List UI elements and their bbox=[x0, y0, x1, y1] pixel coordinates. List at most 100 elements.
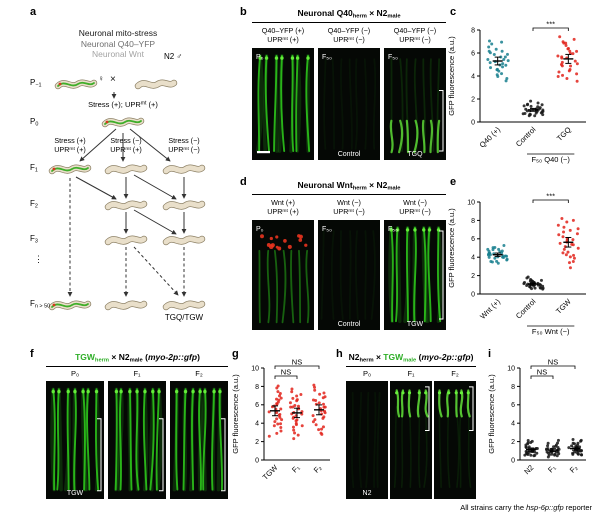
panel-f-col-p0: P₀ bbox=[70, 369, 80, 378]
svg-text:F₅₀: F₅₀ bbox=[322, 54, 332, 61]
svg-text:F₂: F₂ bbox=[312, 463, 324, 475]
gen-label-f2: F2 bbox=[30, 199, 38, 210]
panel-d-title-rule bbox=[252, 194, 446, 195]
micrograph-d-control: F₅₀ Control bbox=[318, 220, 380, 330]
svg-text:8: 8 bbox=[471, 27, 475, 34]
micrograph-h-n2: N2 bbox=[346, 381, 388, 499]
micrograph-f-f1 bbox=[108, 381, 166, 499]
svg-text:4: 4 bbox=[471, 73, 475, 80]
d-col3-line1: Wnt (−) bbox=[403, 198, 427, 207]
b-col1-line2: UPRmt (+) bbox=[267, 35, 299, 45]
svg-text:***: *** bbox=[546, 20, 555, 29]
svg-text:2: 2 bbox=[511, 439, 515, 446]
svg-text:P₀: P₀ bbox=[256, 226, 264, 233]
micrograph-b-p0: P₀ bbox=[252, 48, 314, 160]
svg-text:F₁: F₁ bbox=[546, 463, 558, 475]
panel-d-title: Neuronal Wntherm × N2male bbox=[297, 180, 401, 192]
svg-text:TGQ: TGQ bbox=[555, 125, 573, 143]
svg-text:F₂: F₂ bbox=[568, 463, 580, 475]
panel-letter-h: h bbox=[336, 348, 343, 360]
svg-text:Control: Control bbox=[514, 125, 538, 149]
svg-text:6: 6 bbox=[511, 402, 515, 409]
svg-text:0: 0 bbox=[255, 457, 259, 464]
d-col2-line2: UPRmt (−) bbox=[333, 207, 365, 217]
svg-text:0: 0 bbox=[511, 457, 515, 464]
svg-text:8: 8 bbox=[255, 384, 259, 391]
panel-letter-i: i bbox=[488, 348, 492, 360]
svg-text:4: 4 bbox=[255, 421, 259, 428]
worm-cross-diagram-art bbox=[48, 79, 206, 311]
svg-text:8: 8 bbox=[511, 384, 515, 391]
micrograph-h-f1 bbox=[390, 381, 432, 499]
panel-d-col-header-2: Wnt (−) UPRmt (−) bbox=[318, 198, 380, 216]
panel-b-col-header-3: Q40–YFP (−) UPRmt (−) bbox=[384, 26, 446, 44]
panel-f-col-f1: F₁ bbox=[133, 369, 141, 378]
svg-text:10: 10 bbox=[251, 365, 259, 372]
micrograph-f-p0: TGW bbox=[46, 381, 104, 499]
panel-b-col-header-2: Q40–YFP (−) UPRmt (−) bbox=[318, 26, 380, 44]
panel-h-col-f1: F₁ bbox=[407, 369, 415, 378]
gen-label-f3: F3 bbox=[30, 234, 38, 245]
svg-text:N2: N2 bbox=[363, 490, 372, 497]
tgq-tgw-label: TGQ/TGW bbox=[164, 313, 204, 322]
svg-text:N2: N2 bbox=[522, 463, 535, 476]
svg-text:8: 8 bbox=[471, 218, 475, 225]
panel-letter-e: e bbox=[450, 176, 457, 188]
panel-a-cross-scheme: Neuronal mito-stress Neuronal Q40–YFP Ne… bbox=[28, 8, 233, 343]
stress-col-3-line1: Stress (−) bbox=[168, 136, 200, 145]
gen-label-ellipsis: ⋮ bbox=[34, 254, 43, 264]
figure-caption-note: All strains carry the hsp-6p::gfp report… bbox=[460, 503, 592, 512]
gen-label-fn50: Fn > 50 bbox=[30, 299, 51, 310]
svg-text:NS: NS bbox=[292, 358, 302, 367]
svg-text:TGW: TGW bbox=[261, 462, 280, 481]
svg-text:NS: NS bbox=[537, 368, 547, 377]
panel-f-title-rule bbox=[46, 366, 228, 367]
stress-col-header-1: Stress (+) UPRmt (+) bbox=[38, 136, 102, 154]
svg-text:6: 6 bbox=[255, 402, 259, 409]
panel-letter-a: a bbox=[30, 6, 37, 18]
d-col1-line2: UPRmt (+) bbox=[267, 207, 299, 217]
svg-text:F₅₀ Wnt (−): F₅₀ Wnt (−) bbox=[532, 327, 570, 336]
micrograph-d-tgw: F₅₀ TGW bbox=[384, 220, 446, 330]
d-col1-line1: Wnt (+) bbox=[271, 198, 295, 207]
micrograph-b-tgq: F₅₀ TGQ bbox=[384, 48, 446, 160]
b-col2-line2: UPRmt (−) bbox=[333, 35, 365, 45]
svg-text:0: 0 bbox=[471, 291, 475, 298]
svg-text:F₅₀: F₅₀ bbox=[388, 226, 398, 233]
stress-col-header-3: Stress (−) UPRmt (−) bbox=[152, 136, 216, 154]
panel-h-title-rule bbox=[346, 366, 476, 367]
svg-text:Control: Control bbox=[338, 321, 361, 328]
panel-letter-g: g bbox=[232, 348, 239, 360]
b-col2-line1: Q40–YFP (−) bbox=[327, 26, 371, 35]
svg-text:2: 2 bbox=[471, 96, 475, 103]
d-col2-line1: Wnt (−) bbox=[337, 198, 361, 207]
svg-text:2: 2 bbox=[255, 439, 259, 446]
panel-letter-d: d bbox=[240, 176, 247, 188]
micrograph-b-control: F₅₀ Control bbox=[318, 48, 380, 160]
svg-text:GFP fluorescence (a.u.): GFP fluorescence (a.u.) bbox=[447, 36, 456, 116]
svg-text:NS: NS bbox=[281, 368, 291, 377]
svg-text:0: 0 bbox=[471, 119, 475, 126]
panel-d-col-header-1: Wnt (+) UPRmt (+) bbox=[252, 198, 314, 216]
micrograph-d-p0: P₀ bbox=[252, 220, 314, 330]
svg-text:***: *** bbox=[546, 192, 555, 201]
svg-text:Q40 (+): Q40 (+) bbox=[478, 125, 503, 150]
svg-text:6: 6 bbox=[471, 236, 475, 243]
svg-text:F₅₀: F₅₀ bbox=[388, 54, 398, 61]
stress-col-2-line2: UPRmt (+) bbox=[110, 145, 142, 155]
b-col1-line1: Q40–YFP (+) bbox=[261, 26, 305, 35]
svg-text:TGW: TGW bbox=[407, 321, 424, 328]
svg-text:F₅₀ Q40 (−): F₅₀ Q40 (−) bbox=[531, 155, 570, 164]
stress-col-2-line1: Stress (−) bbox=[110, 136, 142, 145]
svg-text:TGW: TGW bbox=[554, 296, 573, 315]
svg-text:10: 10 bbox=[507, 365, 515, 372]
panel-letter-f: f bbox=[30, 348, 34, 360]
micrograph-h-f2 bbox=[434, 381, 476, 499]
stress-col-1-line2: UPRmt (+) bbox=[54, 145, 86, 155]
hermaphrodite-symbol: ♀ bbox=[98, 74, 104, 83]
svg-text:6: 6 bbox=[471, 50, 475, 57]
chart-e-gfp-fluorescence: 0 2 4 6 8 10 GFP fluorescence (a.u.) Wnt (+) Con… bbox=[446, 188, 594, 340]
svg-text:2: 2 bbox=[471, 273, 475, 280]
svg-text:GFP fluorescence (a.u.): GFP fluorescence (a.u.) bbox=[447, 208, 456, 288]
panel-h-title: N2herm × TGWmale (myo-2p::gfp) bbox=[348, 352, 474, 364]
